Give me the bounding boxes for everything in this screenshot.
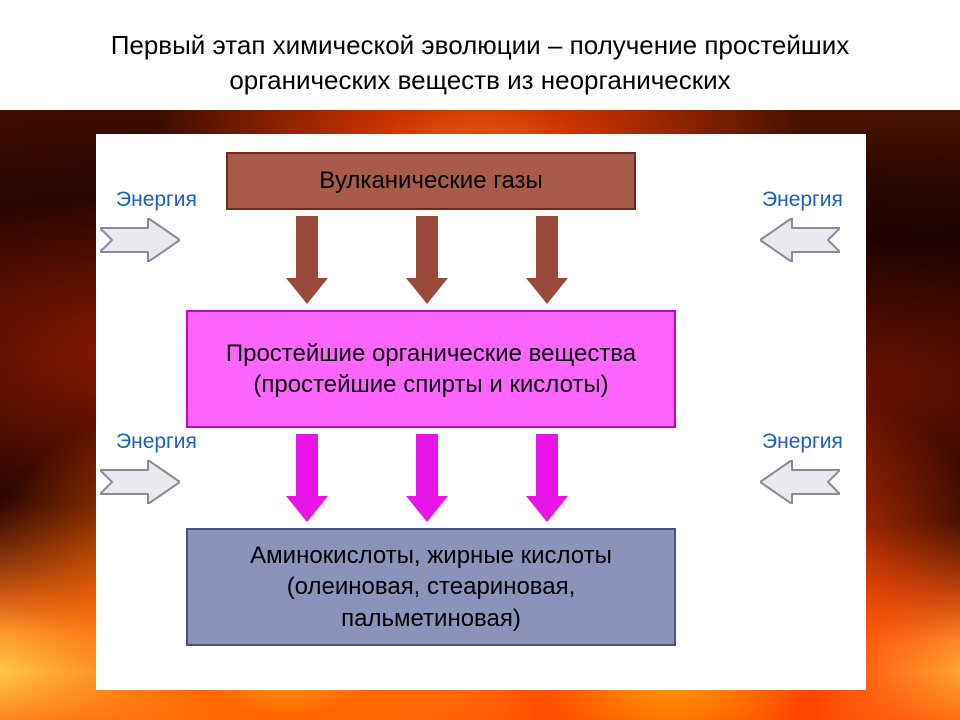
- energy-label-br: Энергия: [762, 430, 843, 454]
- box-text: Вулканические газы: [319, 165, 543, 196]
- slide: Первый этап химической эволюции – получе…: [0, 0, 960, 720]
- energy-label-tl: Энергия: [116, 188, 197, 212]
- down-arrow-icon: [406, 216, 448, 304]
- box-text: Простейшие органические вещества (просте…: [200, 338, 662, 400]
- down-arrow-icon: [286, 216, 328, 304]
- down-arrow-icon: [526, 216, 568, 304]
- box-volcanic-gases: Вулканические газы: [226, 152, 636, 210]
- down-arrow-icon: [406, 434, 448, 522]
- energy-label-tr: Энергия: [762, 188, 843, 212]
- down-arrow-icon: [286, 434, 328, 522]
- down-arrow-icon: [526, 434, 568, 522]
- box-simple-organics: Простейшие органические вещества (просте…: [186, 310, 676, 428]
- energy-arrow-icon: [100, 460, 180, 504]
- energy-arrow-icon: [760, 218, 840, 262]
- slide-title: Первый этап химической эволюции – получе…: [0, 0, 960, 112]
- box-text: Аминокислоты, жирные кислоты (олеиновая,…: [200, 540, 662, 634]
- energy-arrow-icon: [760, 460, 840, 504]
- energy-label-bl: Энергия: [116, 430, 197, 454]
- energy-arrow-icon: [100, 218, 180, 262]
- box-amino-acids: Аминокислоты, жирные кислоты (олеиновая,…: [186, 528, 676, 646]
